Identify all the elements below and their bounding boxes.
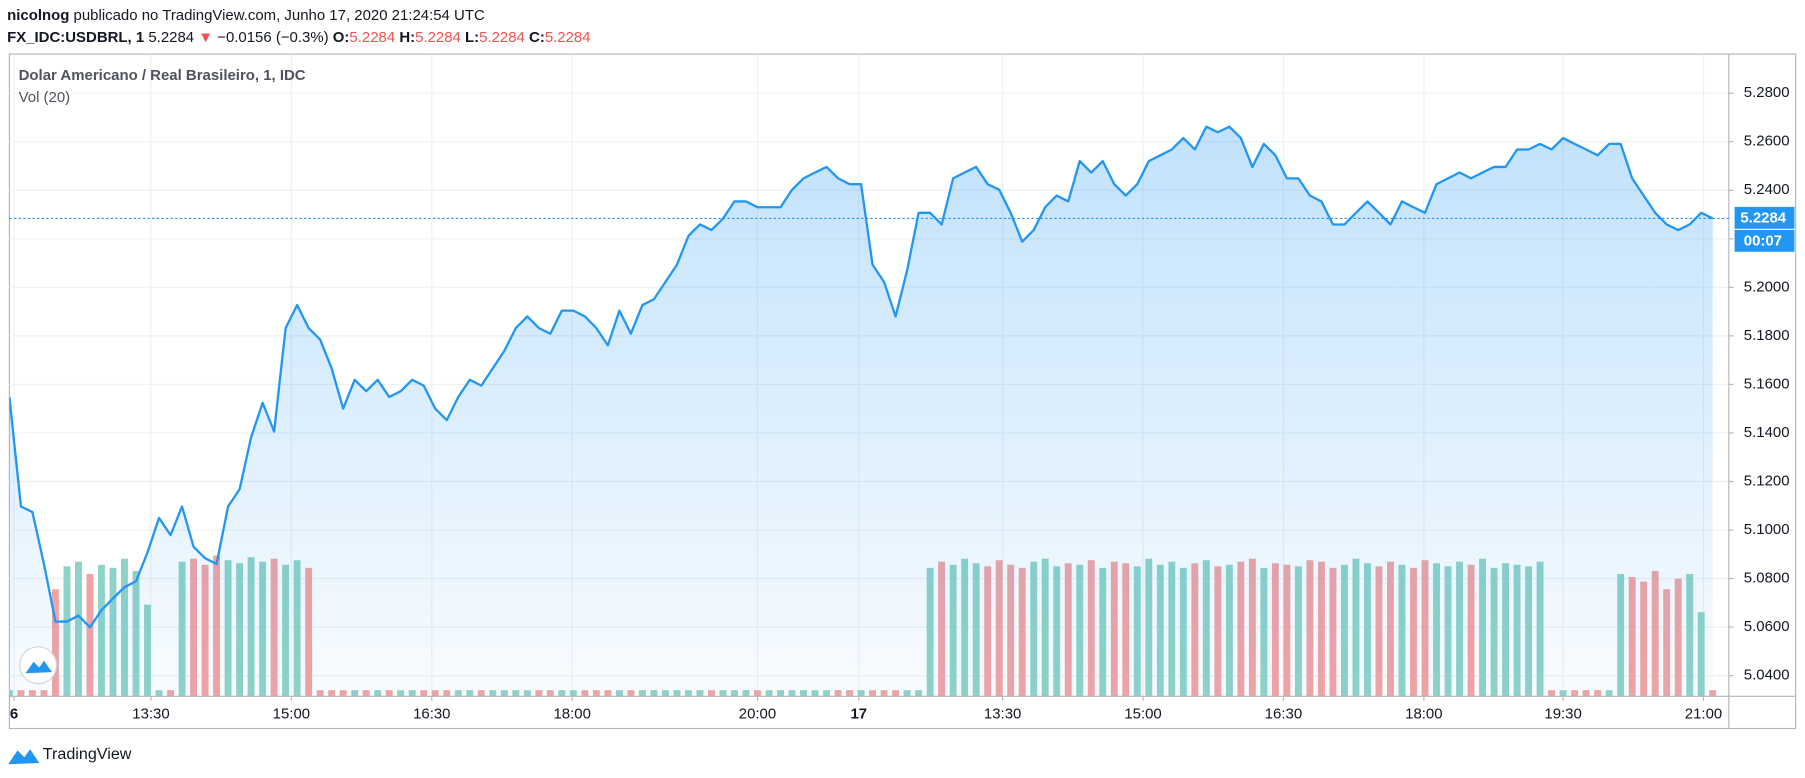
ohlc-label: H: (399, 29, 415, 46)
y-tick-label: 5.0400 (1744, 667, 1790, 684)
y-tick-label: 5.1000 (1744, 521, 1790, 538)
x-tick-label: 17 (850, 706, 867, 723)
x-tick-label: 19:30 (1544, 706, 1581, 723)
x-tick-label: 18:00 (1405, 706, 1442, 723)
price-line (9, 125, 1714, 629)
x-tick-label: 6 (10, 706, 18, 723)
y-tick-label: 5.1800 (1744, 327, 1790, 344)
y-tick-label: 5.1400 (1744, 424, 1790, 441)
change: −0.0156 (−0.3%) (217, 29, 328, 46)
x-tick-label: 15:00 (1124, 706, 1161, 723)
ohlc-value: 5.2284 (479, 29, 525, 46)
logo-badge (19, 646, 58, 685)
publish-line: nicolnog publicado no TradingView.com, J… (7, 7, 485, 24)
footer-logo (8, 749, 40, 765)
ohlc-label: L: (465, 29, 479, 46)
ohlc-label: O: (333, 29, 350, 46)
last-price-label: 5.2284 (1740, 209, 1786, 226)
y-tick-label: 5.2600 (1744, 133, 1790, 150)
x-tick-label: 16:30 (1265, 706, 1302, 723)
y-tick-label: 5.2800 (1744, 84, 1790, 101)
last-price-box (1734, 206, 1795, 229)
x-tick-label: 15:00 (273, 706, 310, 723)
y-tick-label: 5.1600 (1744, 375, 1790, 392)
x-tick-label: 18:00 (553, 706, 590, 723)
published: publicado no TradingView.com, Junho 17, … (74, 7, 485, 24)
down-arrow: ▼ (198, 29, 213, 46)
x-tick-label: 20:00 (739, 706, 776, 723)
ohlc-label: C: (529, 29, 545, 46)
symbol-line: FX_IDC:USDBRL, 1 5.2284 ▼ −0.0156 (−0.3%… (7, 29, 590, 46)
y-tick-label: 5.2000 (1744, 278, 1790, 295)
x-tick-label: 16:30 (413, 706, 450, 723)
chart-title: Dolar Americano / Real Brasileiro, 1, ID… (19, 67, 306, 84)
last-price: 5.2284 (148, 29, 194, 46)
y-tick-label: 5.0600 (1744, 618, 1790, 635)
volume-legend: Vol (20) (19, 89, 71, 106)
ohlc-value: 5.2284 (415, 29, 461, 46)
area-fill (9, 126, 1713, 697)
symbol: FX_IDC:USDBRL, 1 (7, 29, 144, 46)
footer-brand: TradingView (43, 745, 132, 763)
x-tick-label: 13:30 (132, 706, 169, 723)
y-tick-label: 5.1200 (1744, 472, 1790, 489)
countdown-box (1734, 229, 1795, 252)
y-tick-label: 5.0800 (1744, 570, 1790, 587)
user: nicolnog (7, 7, 69, 24)
y-tick-label: 5.2400 (1744, 181, 1790, 198)
x-tick-label: 21:00 (1685, 706, 1722, 723)
ohlc-value: 5.2284 (349, 29, 395, 46)
ohlc-value: 5.2284 (545, 29, 591, 46)
countdown-label: 00:07 (1744, 232, 1782, 249)
x-tick-label: 13:30 (984, 706, 1021, 723)
